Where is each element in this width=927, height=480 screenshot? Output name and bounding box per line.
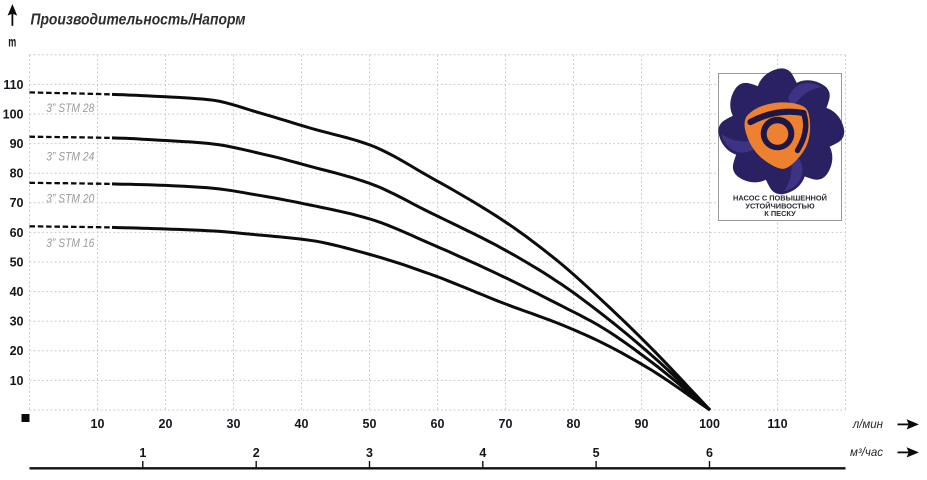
svg-text:60: 60 — [431, 417, 445, 431]
svg-text:50: 50 — [363, 417, 377, 431]
svg-text:2: 2 — [253, 446, 260, 460]
svg-text:90: 90 — [635, 417, 649, 431]
svg-text:м³/час: м³/час — [850, 447, 883, 459]
svg-text:10: 10 — [10, 374, 24, 388]
svg-text:30: 30 — [227, 417, 241, 431]
svg-text:3: 3 — [366, 446, 373, 460]
svg-text:110: 110 — [3, 78, 23, 92]
svg-text:70: 70 — [10, 196, 24, 210]
svg-text:60: 60 — [10, 226, 24, 240]
svg-text:4: 4 — [479, 446, 486, 460]
svg-text:90: 90 — [10, 137, 24, 151]
svg-text:3” STM 24: 3” STM 24 — [46, 149, 94, 163]
svg-text:50: 50 — [10, 255, 24, 269]
svg-text:30: 30 — [10, 315, 24, 329]
svg-text:m: m — [8, 35, 16, 50]
svg-text:1: 1 — [139, 446, 146, 460]
svg-text:20: 20 — [159, 417, 173, 431]
svg-text:6: 6 — [706, 446, 713, 460]
svg-text:3” STM 16: 3” STM 16 — [46, 236, 94, 250]
svg-text:80: 80 — [10, 167, 24, 181]
svg-text:К ПЕСКУ: К ПЕСКУ — [764, 209, 796, 218]
svg-text:40: 40 — [295, 417, 309, 431]
svg-text:НАСОС С ПОВЫШЕННОЙ: НАСОС С ПОВЫШЕННОЙ — [733, 194, 827, 203]
svg-text:70: 70 — [499, 417, 513, 431]
svg-text:3” STM 28: 3” STM 28 — [46, 101, 94, 115]
svg-text:110: 110 — [767, 417, 787, 431]
svg-text:3” STM 20: 3” STM 20 — [46, 192, 94, 206]
svg-text:40: 40 — [10, 285, 24, 299]
svg-text:Производительность/Напорм: Производительность/Напорм — [31, 12, 246, 29]
svg-text:5: 5 — [593, 446, 600, 460]
svg-text:л/мин: л/мин — [852, 419, 884, 431]
svg-text:20: 20 — [10, 344, 24, 358]
svg-text:10: 10 — [91, 417, 105, 431]
svg-text:100: 100 — [3, 107, 24, 121]
svg-text:100: 100 — [699, 417, 720, 431]
svg-text:УСТОЙЧИВОСТЬЮ: УСТОЙЧИВОСТЬЮ — [745, 201, 815, 210]
svg-text:80: 80 — [567, 417, 581, 431]
